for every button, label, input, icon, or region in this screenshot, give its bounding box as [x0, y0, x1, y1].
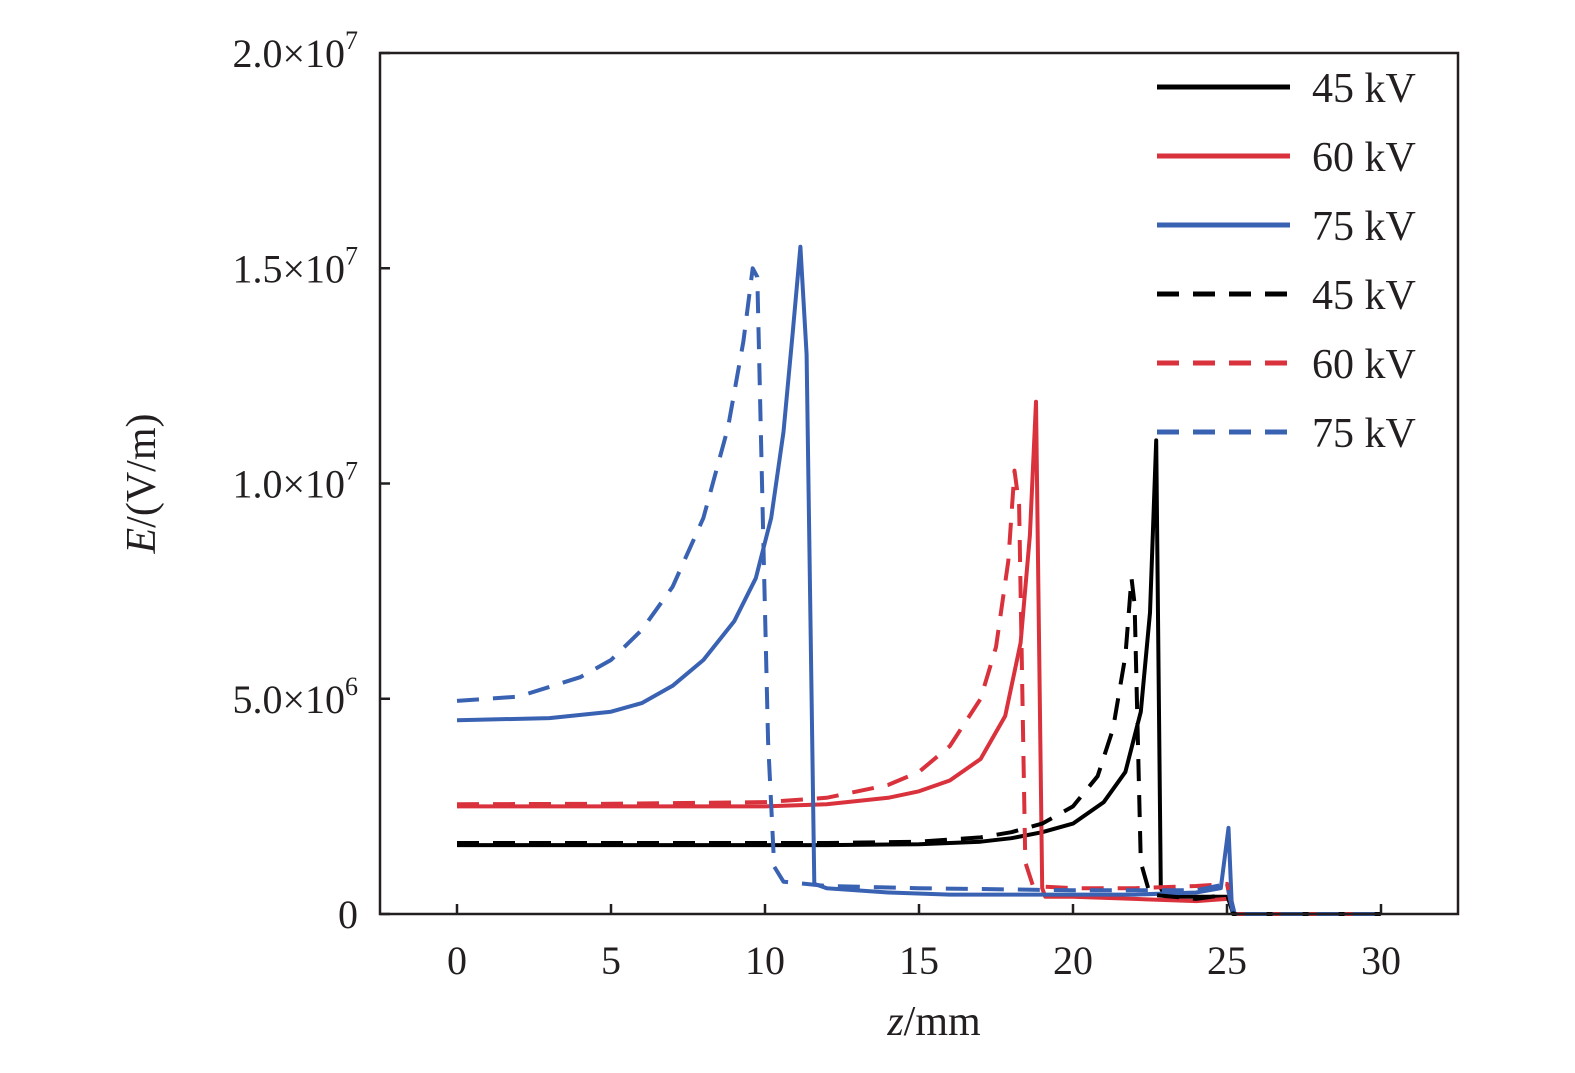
- y-tick-label: 2.0×107: [232, 26, 358, 76]
- x-tick-label: 30: [1361, 938, 1401, 983]
- legend-label-1: 45 kV: [1312, 66, 1416, 112]
- series-line-5-dashed: [456, 468, 1381, 916]
- series-line-4-dashed: [457, 576, 1381, 916]
- y-axis-title: E/(V/m): [119, 414, 165, 555]
- legend-label-5: 60 kV: [1312, 342, 1416, 388]
- ticks-layer: 0 5 10 15 20 25 30 0 5.0×106 1.0×107 1.5×107 2.0×10…: [232, 26, 1401, 983]
- y-axis-title-symbol: E: [119, 528, 165, 555]
- legend-label-2: 60 kV: [1312, 135, 1416, 181]
- series-line-3-solid: [456, 244, 1381, 916]
- x-tick-label: 25: [1207, 938, 1247, 983]
- plot-frame: [378, 51, 1460, 916]
- series-line-6-dashed: [456, 266, 1381, 916]
- x-axis-title-symbol: z: [886, 999, 903, 1045]
- series-line-1-solid: [457, 438, 1381, 916]
- legend: 45 kV 60 kV 75 kV 45 kV 60 kV 75 kV: [1157, 66, 1416, 457]
- axis-titles: z/mm E/(V/m): [119, 414, 981, 1045]
- y-tick-label: 1.0×107: [232, 457, 358, 507]
- legend-label-3: 75 kV: [1312, 204, 1416, 250]
- x-axis-title: z/mm: [886, 999, 981, 1045]
- x-axis-title-unit: /mm: [904, 999, 981, 1045]
- x-tick-label: 0: [447, 938, 467, 983]
- x-tick-label: 15: [899, 938, 939, 983]
- y-tick-label: 1.5×107: [232, 241, 358, 291]
- legend-label-4: 45 kV: [1312, 273, 1416, 319]
- y-tick-label: 5.0×106: [232, 672, 358, 722]
- legend-label-6: 75 kV: [1312, 411, 1416, 457]
- series-line-2-solid: [457, 399, 1381, 916]
- x-tick-label: 20: [1053, 938, 1093, 983]
- series-layer: [456, 244, 1381, 916]
- y-tick-label: 0: [338, 892, 358, 937]
- x-tick-label: 5: [601, 938, 621, 983]
- y-axis-title-unit: /(V/m): [119, 414, 165, 528]
- x-tick-label: 10: [745, 938, 785, 983]
